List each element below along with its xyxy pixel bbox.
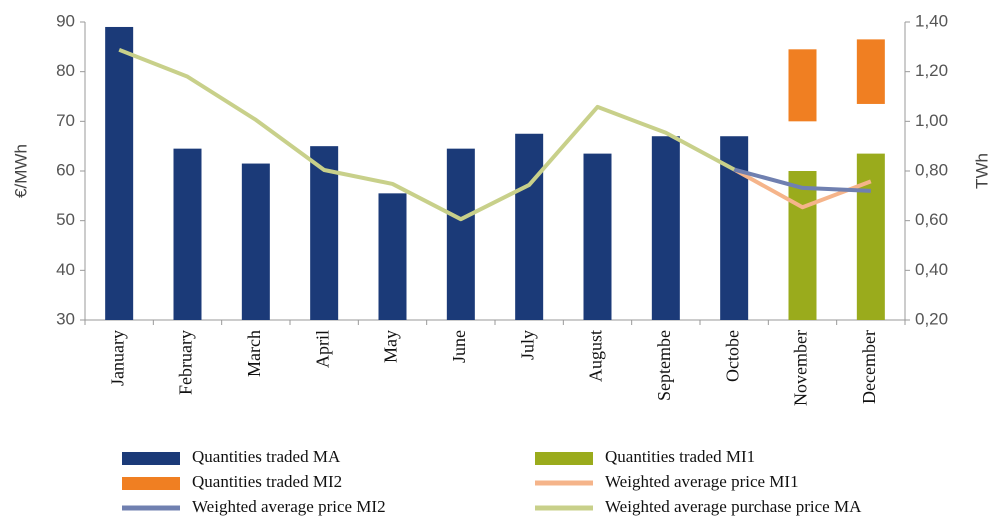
x-tick-label: May [381, 330, 401, 363]
y-tick-label: 90 [56, 11, 75, 30]
y2-tick-label: 1,20 [915, 61, 948, 80]
x-tick-label: January [107, 330, 127, 386]
y-tick-label: 40 [56, 260, 75, 279]
y-tick-label: 70 [56, 111, 75, 130]
y2-axis-label: TWh [972, 153, 991, 189]
x-tick-label: November [791, 330, 811, 406]
line [733, 167, 871, 193]
bar [720, 136, 749, 320]
y-tick-label: 30 [56, 309, 75, 328]
y-axis-label: €/MWh [11, 144, 30, 198]
y2-tick-label: 1,00 [915, 111, 948, 130]
x-tick-label: April [312, 330, 332, 368]
legend-swatch [535, 452, 593, 465]
bar [515, 133, 544, 320]
bar [105, 26, 134, 320]
x-tick-label: March [244, 330, 264, 377]
bar [788, 171, 817, 320]
y-tick-label: 80 [56, 61, 75, 80]
y-tick-label: 50 [56, 210, 75, 229]
y-tick-label: 60 [56, 160, 75, 179]
y2-tick-label: 0,60 [915, 210, 948, 229]
bar [173, 148, 202, 320]
bar [856, 39, 885, 104]
x-tick-label: July [517, 330, 537, 360]
line [118, 47, 736, 222]
legend-label: Quantities traded MI1 [605, 447, 755, 466]
x-tick-label: December [859, 330, 879, 404]
y2-tick-label: 1,40 [915, 11, 948, 30]
x-tick-label: Septembe [654, 330, 674, 401]
bar [583, 153, 612, 320]
x-tick-label: August [586, 330, 606, 382]
bar [651, 136, 680, 320]
x-tick-label: Octobe [722, 330, 742, 382]
bar [241, 163, 270, 320]
bar [378, 193, 407, 320]
bar [310, 146, 339, 320]
y2-tick-label: 0,40 [915, 260, 948, 279]
legend-label: Weighted average purchase price MA [605, 497, 862, 516]
bar [788, 49, 817, 122]
bar [856, 153, 885, 320]
legend-label: Weighted average price MI2 [192, 497, 386, 516]
x-tick-label: February [176, 330, 196, 395]
legend-swatch [122, 452, 180, 465]
x-tick-label: June [449, 330, 469, 363]
legend-label: Weighted average price MI1 [605, 472, 799, 491]
y2-tick-label: 0,20 [915, 309, 948, 328]
legend-label: Quantities traded MA [192, 447, 341, 466]
legend-label: Quantities traded MI2 [192, 472, 342, 491]
legend-swatch [122, 477, 180, 490]
y2-tick-label: 0,80 [915, 160, 948, 179]
bar [446, 148, 475, 320]
